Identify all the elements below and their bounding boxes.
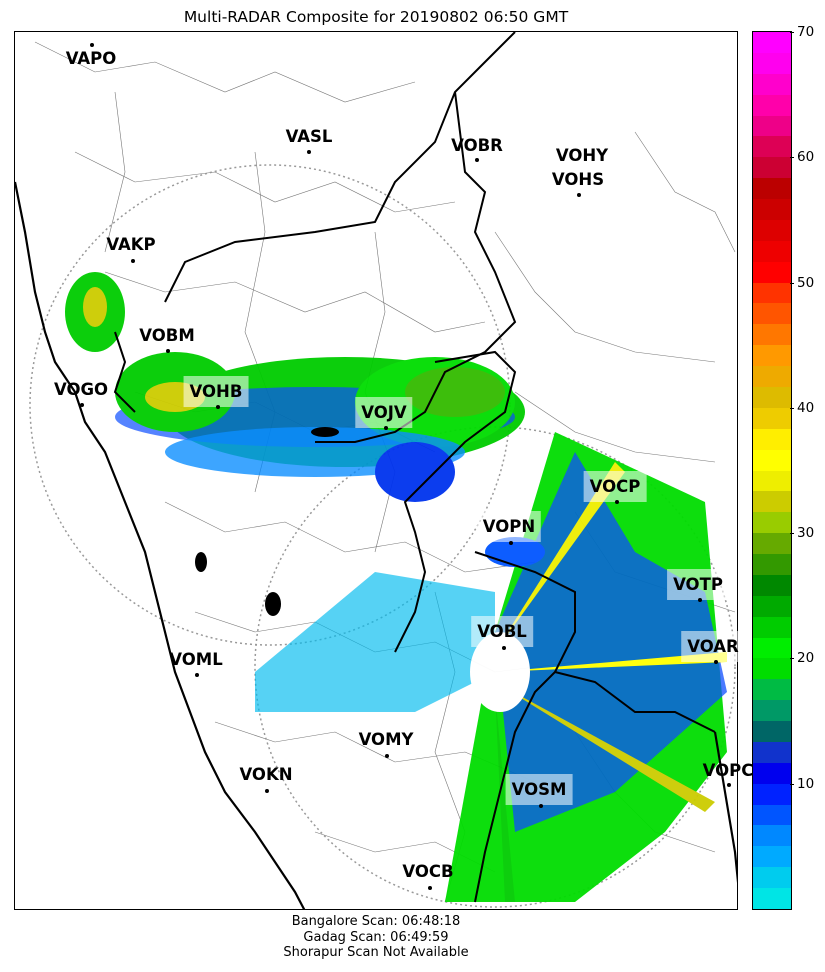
colorbar-segment xyxy=(753,741,791,763)
colorbar-segment xyxy=(753,386,791,408)
station-dot-vakp xyxy=(131,259,135,263)
colorbar-segment xyxy=(753,637,791,659)
colorbar-segment xyxy=(753,365,791,387)
colorbar-segment xyxy=(753,94,791,116)
colorbar-segment xyxy=(753,532,791,555)
colorbar-segment xyxy=(753,135,791,158)
station-dot-vosm xyxy=(539,804,543,808)
station-label-vapo: VAPO xyxy=(65,49,117,68)
colorbar-segment xyxy=(753,804,791,826)
station-dot-vobr xyxy=(475,158,479,162)
station-label-vojv: VOJV xyxy=(355,397,413,428)
station-label-vocb: VOCB xyxy=(402,862,454,881)
colorbar-segment xyxy=(753,657,791,680)
station-label-voml: VOML xyxy=(169,650,223,669)
station-dot-vocb xyxy=(428,886,432,890)
colorbar-segment xyxy=(753,261,791,283)
station-label-vomy: VOMY xyxy=(358,730,414,749)
state-boundaries xyxy=(113,32,716,903)
colorbar-segment xyxy=(753,678,791,701)
station-label-vohb: VOHB xyxy=(183,376,249,407)
colorbar-segment xyxy=(753,866,791,889)
station-dot-vocp xyxy=(615,500,619,504)
colorbar-segment xyxy=(753,428,791,450)
colorbar-segment xyxy=(753,302,791,325)
colorbar-segment xyxy=(753,616,791,638)
station-dot-vojv xyxy=(384,426,388,430)
station-dot-votp xyxy=(698,598,702,602)
station-label-vobl: VOBL xyxy=(471,616,533,647)
station-label-vosm: VOSM xyxy=(505,774,573,805)
station-dot-vohb xyxy=(216,405,220,409)
colorbar-segment xyxy=(753,720,791,742)
gadag-echoes xyxy=(65,272,525,502)
colorbar-segment xyxy=(753,115,791,137)
station-dot-vomy xyxy=(385,754,389,758)
station-label-vobr: VOBR xyxy=(451,136,503,155)
station-dot-vogo xyxy=(80,403,84,407)
colorbar-segment xyxy=(753,219,791,241)
scan-info-line-3: Shorapur Scan Not Available xyxy=(283,945,469,960)
colorbar xyxy=(752,31,792,910)
station-dot-vapo xyxy=(90,43,94,47)
colorbar-segment xyxy=(753,762,791,784)
station-label-vohy: VOHY xyxy=(555,146,609,165)
station-label-vopn: VOPN xyxy=(476,511,542,542)
colorbar-segment xyxy=(753,553,791,575)
station-dot-vobm xyxy=(166,349,170,353)
coastline xyxy=(15,181,737,909)
colorbar-segment xyxy=(753,73,791,95)
colorbar-segment xyxy=(753,177,791,200)
station-dot-voar xyxy=(714,660,718,664)
colorbar-segment xyxy=(753,887,791,909)
lakes xyxy=(195,427,339,616)
station-label-voar: VOAR xyxy=(681,631,745,662)
station-label-vokn: VOKN xyxy=(239,765,293,784)
colorbar-segment xyxy=(753,511,791,534)
colorbar-segment xyxy=(753,595,791,617)
station-label-vakp: VAKP xyxy=(106,235,156,254)
map-title: Multi-RADAR Composite for 20190802 06:50… xyxy=(183,8,569,26)
colorbar-segment xyxy=(753,240,791,262)
station-label-vocp: VOCP xyxy=(583,471,647,502)
colorbar-segment xyxy=(753,845,791,868)
colorbar-segment xyxy=(753,783,791,805)
station-label-vobm: VOBM xyxy=(133,320,201,351)
station-label-vogo: VOGO xyxy=(53,380,109,399)
station-dot-vohs xyxy=(577,193,581,197)
station-dot-voml xyxy=(195,673,199,677)
station-label-vopc: VOPC xyxy=(702,761,754,780)
colorbar-segment xyxy=(753,344,791,367)
station-label-vasl: VASL xyxy=(285,127,333,146)
scan-info-line-1: Bangalore Scan: 06:48:18 xyxy=(291,914,461,929)
colorbar-segment xyxy=(753,198,791,220)
colorbar-segment xyxy=(753,490,791,513)
colorbar-segment xyxy=(753,407,791,429)
station-dot-vasl xyxy=(307,150,311,154)
colorbar-segment xyxy=(753,52,791,74)
scan-info-line-2: Gadag Scan: 06:49:59 xyxy=(303,929,449,945)
colorbar-segment xyxy=(753,824,791,847)
colorbar-segment xyxy=(753,282,791,304)
station-dot-vopc xyxy=(727,783,731,787)
colorbar-segment xyxy=(753,32,791,53)
colorbar-segment xyxy=(753,323,791,346)
colorbar-segment xyxy=(753,156,791,179)
colorbar-segment xyxy=(753,470,791,492)
station-dot-vopn xyxy=(509,541,513,545)
scan-info: Bangalore Scan: 06:48:18 Gadag Scan: 06:… xyxy=(14,914,738,961)
station-dot-vobl xyxy=(502,646,506,650)
colorbar-segment xyxy=(753,574,791,596)
station-dot-vokn xyxy=(265,789,269,793)
station-label-votp: VOTP xyxy=(667,569,729,600)
colorbar-segment xyxy=(753,449,791,471)
colorbar-segment xyxy=(753,699,791,722)
station-label-vohs: VOHS xyxy=(551,170,605,189)
